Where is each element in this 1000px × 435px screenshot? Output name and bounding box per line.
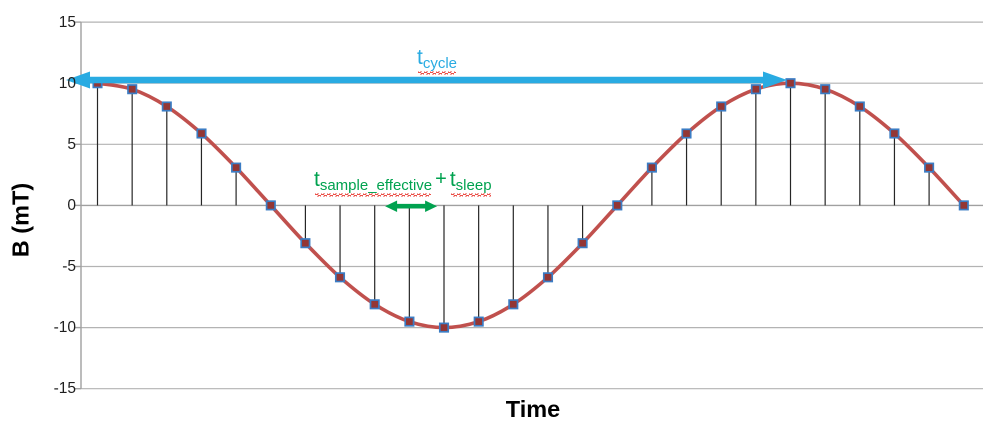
data-point-marker: [438, 322, 450, 333]
data-point-marker: [958, 200, 969, 211]
data-point-marker: [577, 238, 588, 249]
data-point-marker: [369, 299, 380, 310]
data-point-marker: [716, 101, 727, 112]
sleep-token: tsleep: [450, 169, 492, 197]
cycle-arrow: [66, 71, 787, 89]
y-axis-title: B (mT): [7, 182, 34, 258]
data-point-marker: [231, 162, 242, 173]
data-point-marker: [334, 272, 346, 283]
cycle-t: t: [417, 46, 423, 69]
cycle-annotation: tcycle: [417, 47, 457, 75]
data-point-marker: [404, 316, 415, 327]
cycle-token: tcycle: [417, 47, 457, 75]
sample-interval-arrow: [385, 200, 438, 212]
data-point-marker: [889, 128, 900, 139]
y-tick-label: 5: [67, 135, 76, 153]
plus-sign: +: [435, 168, 447, 190]
x-axis-title: Time: [505, 396, 561, 422]
data-point-marker: [750, 84, 761, 95]
data-point-marker: [646, 162, 657, 173]
sleep-subscript: sleep: [455, 177, 492, 194]
data-point-marker: [785, 78, 796, 89]
y-tick-label: 10: [58, 74, 76, 92]
data-point-marker: [820, 84, 831, 95]
data-point-marker: [542, 272, 554, 283]
data-point-marker: [300, 238, 311, 249]
sample-annotation: tsample_effective + tsleep: [314, 169, 492, 197]
data-point-marker: [127, 84, 138, 95]
data-point-marker: [681, 128, 692, 139]
cycle-subscript: cycle: [422, 55, 458, 72]
sample-subscript: sample_effective: [319, 177, 433, 194]
data-point-marker: [508, 299, 519, 310]
data-point-marker: [196, 128, 207, 139]
sample-effective-token: tsample_effective: [314, 169, 432, 197]
y-tick-label: -15: [53, 380, 76, 398]
y-tick-label: -10: [53, 319, 76, 337]
sleep-t: t: [449, 168, 456, 191]
data-point-marker: [854, 101, 865, 112]
sample-t: t: [314, 168, 320, 191]
data-point-marker: [612, 200, 623, 211]
data-point-marker: [161, 101, 172, 112]
data-point-marker: [473, 316, 484, 327]
y-tick-label: -5: [62, 258, 76, 275]
data-point-marker: [924, 162, 935, 173]
data-point-marker: [265, 200, 276, 211]
y-tick-label: 15: [58, 13, 76, 31]
y-tick-label: 0: [67, 196, 76, 214]
